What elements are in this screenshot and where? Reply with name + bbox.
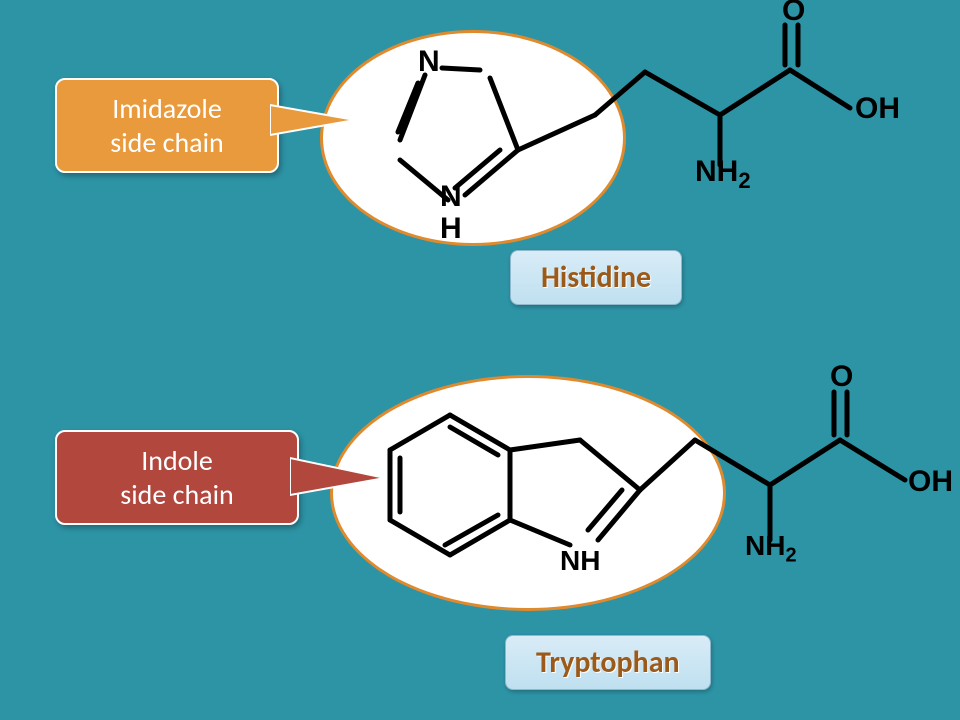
- histidine-name-label: Histidine: [510, 250, 682, 305]
- tryptophan-name-text: Tryptophan: [536, 644, 680, 681]
- his-n-top: N: [418, 45, 440, 79]
- his-oh: OH: [855, 92, 900, 126]
- his-h-bottom: H: [440, 212, 462, 246]
- tryptophan-name-label: Tryptophan: [505, 635, 711, 690]
- his-o-top: O: [782, 0, 805, 28]
- histidine-name-text: Histidine: [541, 259, 651, 296]
- imidazole-callout-line2: side chain: [77, 126, 257, 160]
- indole-callout: Indole side chain: [55, 430, 299, 525]
- trp-o-top: O: [830, 360, 853, 394]
- tryptophan-structure: [350, 370, 960, 630]
- indole-callout-line1: Indole: [77, 444, 277, 478]
- imidazole-callout-line1: Imidazole: [77, 92, 257, 126]
- indole-callout-line2: side chain: [77, 478, 277, 512]
- his-nh2: NH2: [695, 155, 751, 194]
- imidazole-callout: Imidazole side chain: [55, 78, 279, 173]
- trp-nh2: NH2: [745, 530, 797, 568]
- trp-nh: NH: [560, 545, 600, 577]
- his-n-bottom: N: [440, 180, 462, 214]
- trp-oh: OH: [908, 465, 953, 499]
